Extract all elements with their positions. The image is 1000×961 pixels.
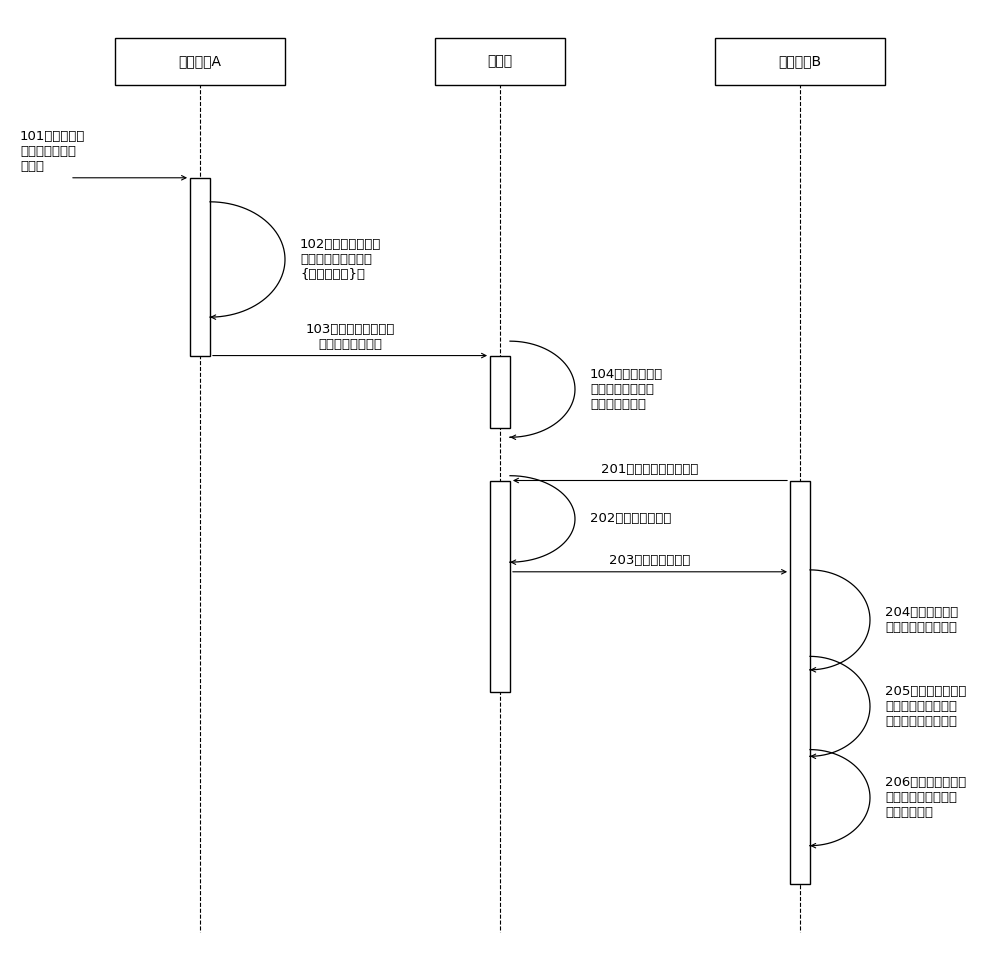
Bar xyxy=(190,178,210,356)
Text: 设备终端A: 设备终端A xyxy=(178,55,222,68)
Text: 206、在重命名的基
础上，执行其它操作
完成此次同步: 206、在重命名的基 础上，执行其它操作 完成此次同步 xyxy=(885,776,966,819)
Bar xyxy=(715,38,885,85)
Bar xyxy=(435,38,565,85)
Text: 205、处理重命名操
作，调整文件属性，
更新本地元数据信息: 205、处理重命名操 作，调整文件属性， 更新本地元数据信息 xyxy=(885,685,966,727)
Bar xyxy=(490,356,510,428)
Text: 104、服务器处理
提交请求并更新服
务器文件元数据: 104、服务器处理 提交请求并更新服 务器文件元数据 xyxy=(590,368,663,410)
Text: 服务器: 服务器 xyxy=(487,55,513,68)
Text: 103、终端将文件状态
变化提交给服务器: 103、终端将文件状态 变化提交给服务器 xyxy=(305,323,395,351)
Text: 102、终端检测到重
命名操作将其处理为
{添加，删除}对: 102、终端检测到重 命名操作将其处理为 {添加，删除}对 xyxy=(300,238,381,281)
Text: 202、生成同步信息: 202、生成同步信息 xyxy=(590,512,671,526)
Text: 设备终端B: 设备终端B xyxy=(778,55,822,68)
Text: 101、用户在设
备终端进行重命
名操作: 101、用户在设 备终端进行重命 名操作 xyxy=(20,130,85,173)
Bar xyxy=(490,480,510,692)
Text: 201、获取同步信息请求: 201、获取同步信息请求 xyxy=(601,462,699,476)
Bar xyxy=(115,38,285,85)
Text: 203、返回同步信息: 203、返回同步信息 xyxy=(609,554,691,567)
Bar xyxy=(790,480,810,884)
Text: 204、处理同步信
息，计算重命名操作: 204、处理同步信 息，计算重命名操作 xyxy=(885,605,958,634)
